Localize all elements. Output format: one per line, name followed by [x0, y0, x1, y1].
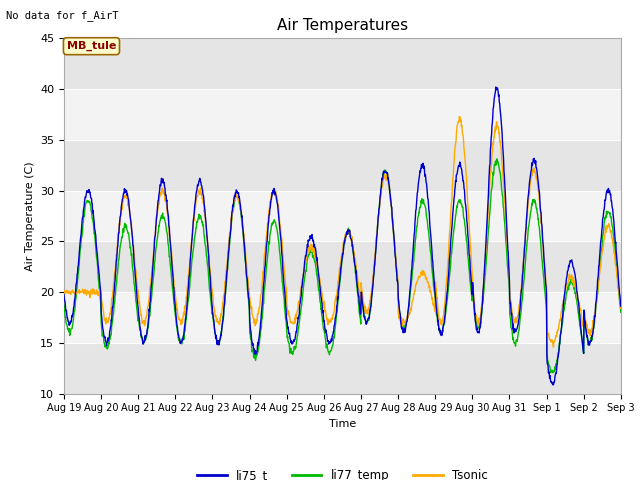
Bar	[64, 89, 621, 140]
li77_temp	[170, 301, 178, 307]
Tsonic	[502, 222, 509, 228]
Title: Air Temperatures: Air Temperatures	[277, 18, 408, 33]
Bar	[64, 292, 621, 343]
li77_temp	[184, 300, 191, 306]
Tsonic	[429, 301, 436, 307]
Text: No data for f_AirT: No data for f_AirT	[6, 10, 119, 21]
li75_t	[170, 296, 178, 301]
li75_t	[246, 322, 254, 328]
li75_t	[492, 84, 500, 90]
li77_temp	[493, 156, 501, 162]
li77_temp	[549, 370, 557, 375]
Line: li77_temp: li77_temp	[64, 159, 621, 372]
Tsonic	[184, 280, 191, 286]
Y-axis label: Air Temperature (C): Air Temperature (C)	[24, 161, 35, 271]
li77_temp	[246, 329, 254, 335]
Tsonic	[552, 336, 559, 342]
li75_t	[184, 292, 191, 298]
Bar	[64, 191, 621, 241]
Text: MB_tule: MB_tule	[67, 41, 116, 51]
Line: Tsonic: Tsonic	[64, 117, 621, 347]
Tsonic	[456, 114, 463, 120]
li75_t	[502, 205, 509, 211]
Tsonic	[617, 306, 625, 312]
li77_temp	[60, 301, 68, 307]
Tsonic	[246, 299, 254, 305]
li75_t	[552, 372, 559, 377]
X-axis label: Time: Time	[329, 419, 356, 429]
li75_t	[429, 258, 436, 264]
li75_t	[549, 382, 557, 388]
li77_temp	[617, 310, 625, 315]
Line: li75_t: li75_t	[64, 87, 621, 385]
li75_t	[60, 292, 68, 298]
li75_t	[617, 303, 625, 309]
li77_temp	[552, 366, 559, 372]
Tsonic	[170, 285, 178, 290]
Tsonic	[60, 289, 68, 295]
li77_temp	[502, 239, 509, 245]
li77_temp	[429, 273, 436, 279]
Tsonic	[550, 344, 557, 350]
Legend: li75_t, li77_temp, Tsonic: li75_t, li77_temp, Tsonic	[192, 465, 493, 480]
